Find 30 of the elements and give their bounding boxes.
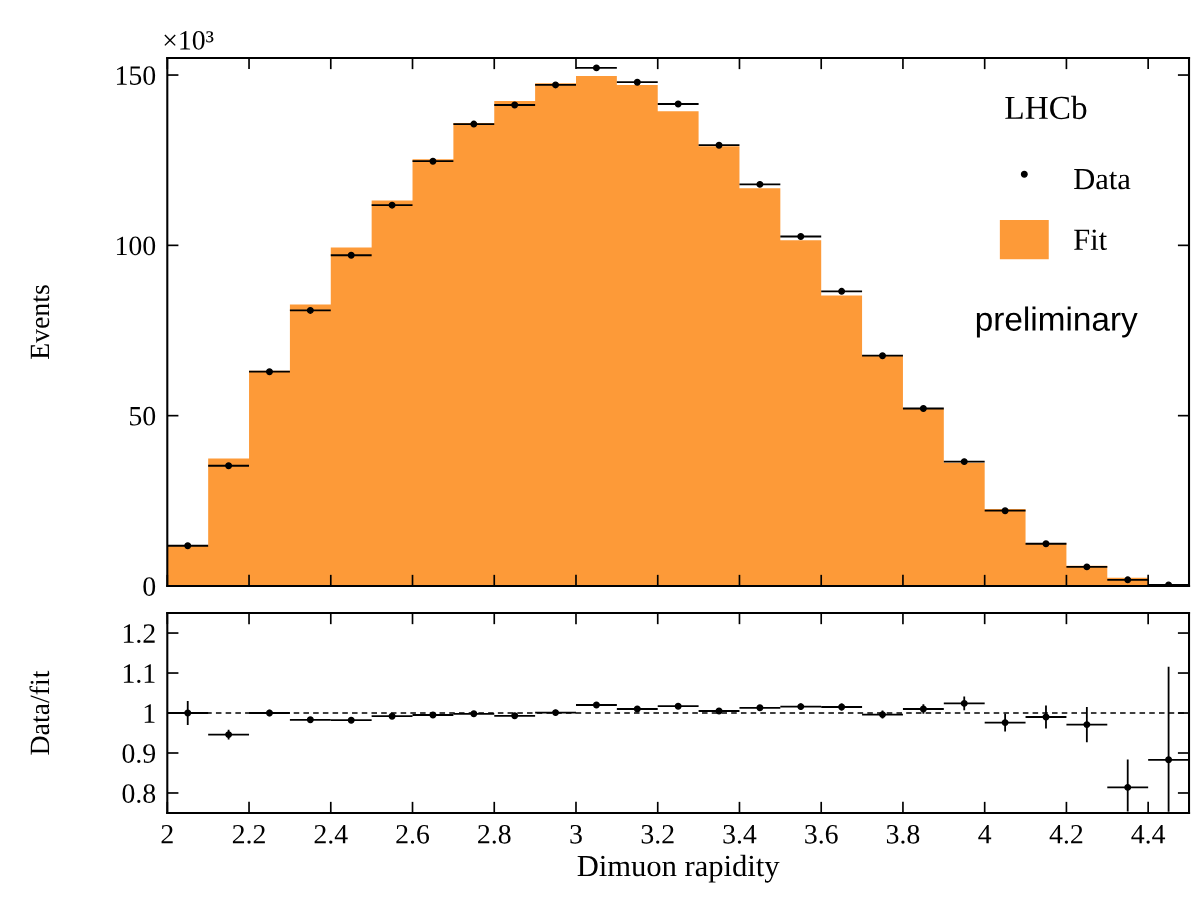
x-tick-label: 3.2	[641, 824, 674, 844]
y-tick-label: 150	[116, 66, 156, 85]
y-tick-label: 1.2	[123, 624, 155, 644]
x-tick-label: 2.4	[314, 824, 348, 844]
text: ×10³	[164, 30, 214, 50]
x-tick-label: 4.2	[1049, 824, 1083, 844]
legend-label: Data	[1074, 169, 1131, 190]
annotation: LHCb	[1005, 95, 1087, 120]
y-tick-label: 0.9	[122, 744, 156, 764]
x-tick-label: 2	[161, 824, 173, 844]
y-axis-title: Data/fit	[29, 670, 50, 755]
y-tick-label: 1.1	[123, 664, 155, 684]
x-axis-title: Dimuon rapidity	[577, 854, 780, 883]
x-tick-label: 2.2	[232, 824, 265, 844]
y-tick-label: 1	[144, 704, 155, 723]
x-tick-label: 2.8	[478, 824, 511, 844]
y-axis-title: Events	[30, 285, 50, 359]
annotation: preliminary	[976, 306, 1138, 338]
x-tick-label: 3.8	[886, 824, 920, 844]
y-tick-label: 0.8	[122, 784, 156, 804]
x-tick-label: 4.4	[1131, 825, 1166, 844]
x-tick-label: 3.4	[723, 824, 757, 844]
x-tick-label: 3.6	[805, 824, 838, 844]
x-tick-label: 3	[570, 824, 582, 844]
x-tick-label: 4	[978, 825, 992, 844]
y-tick-label: 0	[143, 577, 156, 596]
y-tick-label: 50	[130, 406, 156, 426]
legend-label: Fit	[1074, 229, 1107, 251]
y-tick-label: 100	[116, 236, 156, 256]
x-tick-label: 2.6	[396, 824, 430, 844]
